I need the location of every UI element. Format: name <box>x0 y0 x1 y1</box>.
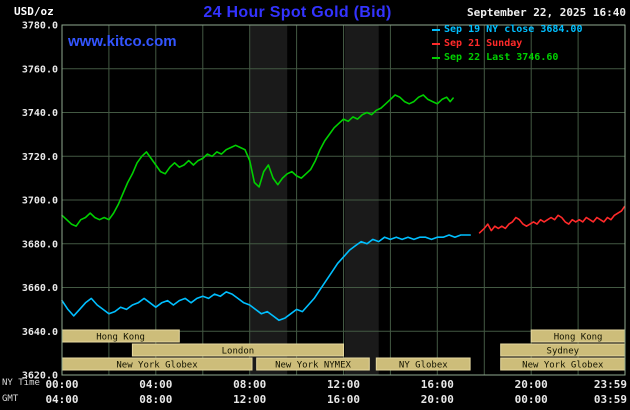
ny-time-tick-label: 04:00 <box>139 378 172 391</box>
session-label-new-york-nymex: New York NYMEX <box>275 361 351 371</box>
legend-label: Sep 22 Last 3746.60 <box>444 52 559 63</box>
session-label-london: London <box>222 347 255 357</box>
session-label-ny-globex: NY Globex <box>399 361 448 371</box>
gmt-tick-label: 20:00 <box>421 393 454 406</box>
series-line-sep-22-last <box>61 94 454 227</box>
legend-item: Sep 19 NY close 3684.00 <box>432 24 582 35</box>
gmt-tick-label: 12:00 <box>233 393 266 406</box>
y-axis-tick-label: 3720.0 <box>22 152 58 163</box>
legend-dash-icon <box>432 28 440 31</box>
legend-dash-icon <box>432 42 440 45</box>
session-label-hong-kong: Hong Kong <box>554 333 603 343</box>
y-axis-tick-label: 3760.0 <box>22 64 58 75</box>
ny-time-tick-label: 16:00 <box>421 378 454 391</box>
gmt-axis-label: GMT <box>2 394 19 404</box>
session-box-ny-globex <box>375 357 471 371</box>
ny-time-tick-label: 08:00 <box>233 378 266 391</box>
gmt-tick-label: 08:00 <box>139 393 172 406</box>
session-label-hong-kong: Hong Kong <box>96 333 145 343</box>
y-axis-tick-label: 3700.0 <box>22 196 58 207</box>
gmt-tick-label: 16:00 <box>327 393 360 406</box>
y-axis-tick-label: 3640.0 <box>22 327 58 338</box>
y-axis-tick-label: 3740.0 <box>22 108 58 119</box>
ny-time-tick-label: 20:00 <box>515 378 548 391</box>
chart-datetime: September 22, 2025 16:40 <box>467 6 626 19</box>
session-label-new-york-globex: New York Globex <box>522 361 604 371</box>
session-box-london <box>131 343 344 357</box>
ny-time-axis-label: NY Time <box>2 378 40 388</box>
session-label-new-york-globex: New York Globex <box>116 361 198 371</box>
y-axis-tick-label: 3680.0 <box>22 239 58 250</box>
legend-label: Sep 21 Sunday <box>444 38 523 49</box>
ny-time-tick-label: 23:59 <box>594 378 627 391</box>
kitco-watermark-link[interactable]: www.kitco.com <box>68 33 177 50</box>
series-line-sep-21-sunday <box>478 205 626 234</box>
ny-time-tick-label: 12:00 <box>327 378 360 391</box>
gmt-tick-label: 03:59 <box>594 393 627 406</box>
ny-time-tick-label: 00:00 <box>45 378 78 391</box>
chart-title: 24 Hour Spot Gold (Bid) <box>203 4 392 21</box>
gmt-tick-label: 00:00 <box>515 393 548 406</box>
y-axis-units-label: USD/oz <box>14 5 54 18</box>
plot-frame <box>61 24 626 376</box>
legend-item: Sep 22 Last 3746.60 <box>432 52 582 63</box>
legend-dash-icon <box>432 56 440 59</box>
legend-label: Sep 19 NY close 3684.00 <box>444 24 583 35</box>
y-axis-tick-label: 3660.0 <box>22 283 58 294</box>
chart-legend: Sep 19 NY close 3684.00 Sep 21 Sunday Sep … <box>432 24 582 63</box>
legend-item: Sep 21 Sunday <box>432 38 582 49</box>
y-axis-tick-label: 3620.0 <box>22 371 58 382</box>
y-axis-tick-label: 3780.0 <box>22 21 58 32</box>
gmt-tick-label: 04:00 <box>45 393 78 406</box>
session-label-sydney: Sydney <box>547 347 580 357</box>
series-line-sep-19-ny-close <box>61 234 472 322</box>
session-box-new-york-nymex <box>256 357 370 371</box>
